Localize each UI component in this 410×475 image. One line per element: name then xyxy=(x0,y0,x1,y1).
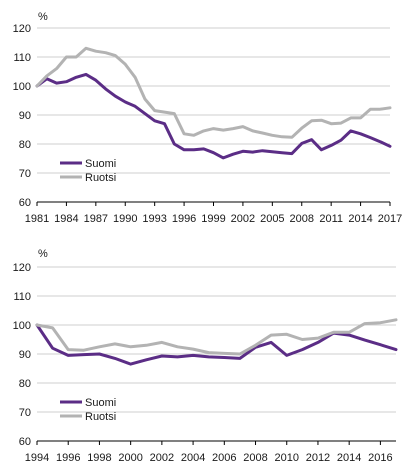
x-tick-label: 1998 xyxy=(87,452,111,464)
x-tick-label: 1987 xyxy=(84,213,108,225)
y-tick-label: 80 xyxy=(19,139,31,151)
series-line-suomi xyxy=(35,72,392,160)
x-tick-label: 2004 xyxy=(181,452,205,464)
y-tick-label: 120 xyxy=(13,23,31,35)
x-tick-label: 1981 xyxy=(25,213,49,225)
x-tick-label: 2005 xyxy=(260,213,284,225)
x-tick-label: 1996 xyxy=(172,213,196,225)
y-tick-label: 100 xyxy=(13,81,31,93)
x-tick-label: 2002 xyxy=(150,452,174,464)
x-tick-label: 2011 xyxy=(319,213,343,225)
x-tick-label: 2008 xyxy=(243,452,267,464)
chart-finland-sweden-1994-2017: % 60 70 80 90 100 110 120 1994 1996 1998 2000 2002 2… xyxy=(13,248,398,464)
legend: Suomi Ruotsi xyxy=(60,397,116,423)
x-tick-label: 1993 xyxy=(142,213,166,225)
legend-label-ruotsi: Ruotsi xyxy=(85,172,116,184)
legend-label-suomi: Suomi xyxy=(85,397,116,409)
x-tick-label: 1996 xyxy=(56,452,80,464)
x-tick-label: 2008 xyxy=(290,213,314,225)
x-tick-label: 2017 xyxy=(378,213,402,225)
x-tick-label: 1984 xyxy=(54,213,78,225)
y-tick-label: 70 xyxy=(19,407,31,419)
y-tick-label: 90 xyxy=(19,110,31,122)
data-series xyxy=(35,318,398,366)
x-tick-label: 2014 xyxy=(348,213,372,225)
x-tick-label: 2002 xyxy=(231,213,255,225)
axis-ticks: 60 70 80 90 100 110 120 1994 1996 1998 2000 2002 200… xyxy=(13,262,393,464)
y-tick-label: 90 xyxy=(19,349,31,361)
y-tick-label: 120 xyxy=(13,262,31,274)
y-tick-label: 70 xyxy=(19,168,31,180)
x-tick-label: 2012 xyxy=(306,452,330,464)
x-tick-label: 2014 xyxy=(337,452,361,464)
y-tick-label: 110 xyxy=(13,52,31,64)
x-tick-label: 1990 xyxy=(113,213,137,225)
data-series xyxy=(35,46,392,160)
y-tick-label: 80 xyxy=(19,378,31,390)
x-tick-label: 2010 xyxy=(274,452,298,464)
x-tick-label: 2016 xyxy=(368,452,392,464)
x-tick-label: 2000 xyxy=(118,452,142,464)
legend: Suomi Ruotsi xyxy=(60,158,116,184)
y-tick-label: 60 xyxy=(19,197,31,209)
chart-finland-sweden-1981-2017: % 60 70 80 90 100 110 120 1981 1984 1987 1990 1993 1… xyxy=(13,11,403,225)
y-tick-label: 60 xyxy=(19,436,31,448)
y-unit-label: % xyxy=(38,11,48,23)
series-line-ruotsi xyxy=(35,46,392,139)
legend-label-suomi: Suomi xyxy=(85,158,116,170)
y-tick-label: 100 xyxy=(13,320,31,332)
series-line-ruotsi xyxy=(35,318,398,356)
y-tick-label: 110 xyxy=(13,291,31,303)
x-tick-label: 1994 xyxy=(25,452,49,464)
x-tick-label: 2006 xyxy=(212,452,236,464)
axis-ticks: 60 70 80 90 100 110 120 1981 1984 1987 1990 1993 199… xyxy=(13,23,403,225)
y-unit-label: % xyxy=(38,248,48,260)
x-tick-label: 1999 xyxy=(201,213,225,225)
legend-label-ruotsi: Ruotsi xyxy=(85,411,116,423)
